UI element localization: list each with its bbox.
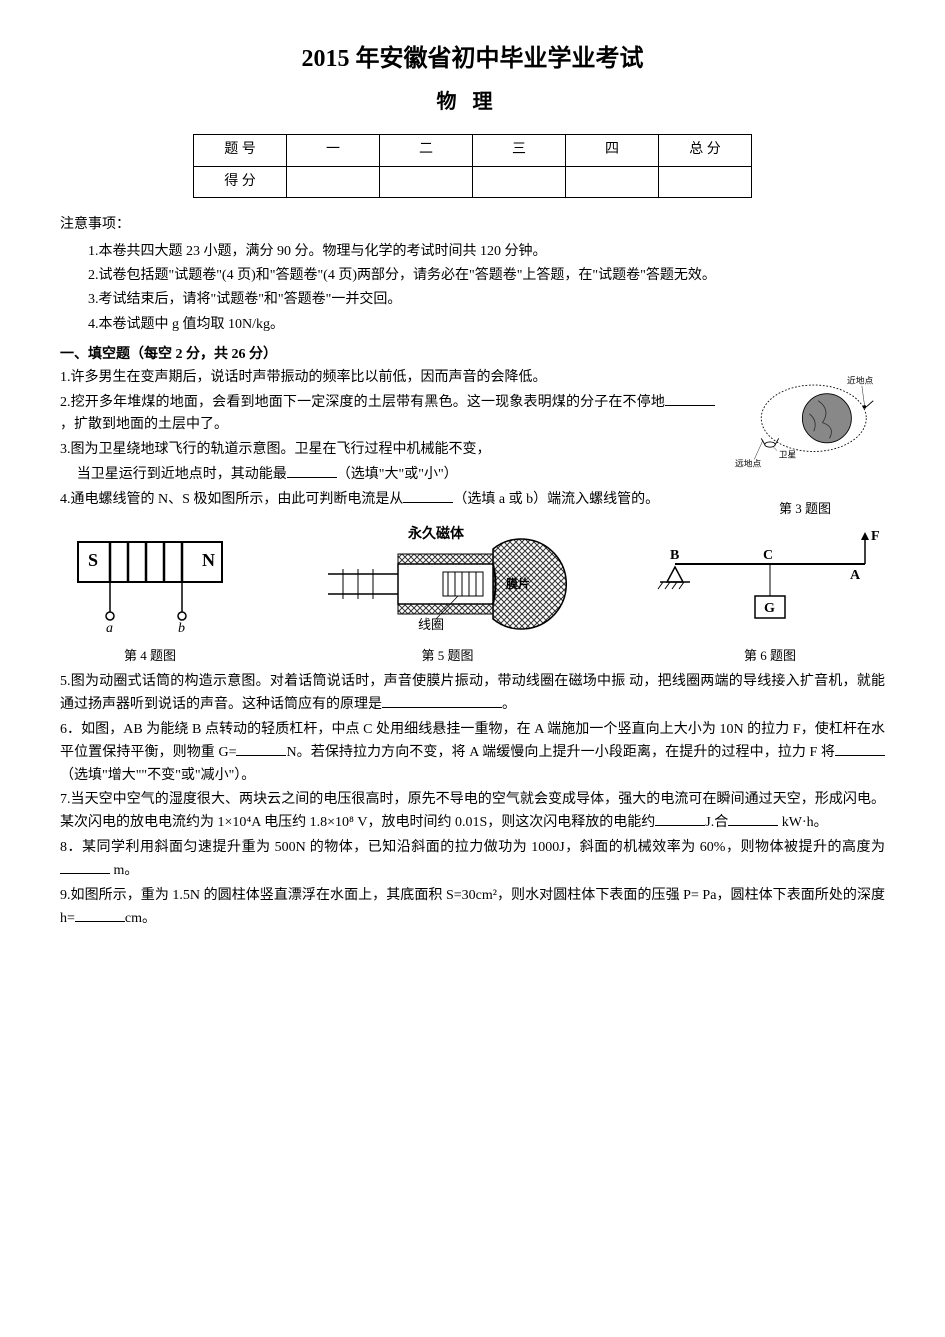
solenoid-diagram: S N a b — [60, 524, 240, 634]
score-cell — [380, 166, 473, 197]
figure-3: 近地点 卫星 远地点 第 3 题图 — [725, 367, 885, 520]
score-table: 题 号 一 二 三 四 总 分 得 分 — [193, 134, 752, 198]
score-cell — [473, 166, 566, 197]
n-pole-label: N — [202, 550, 215, 570]
header-cell: 四 — [566, 135, 659, 166]
q3-text-c: （选填"大"或"小"） — [337, 467, 458, 482]
figure-3-caption: 第 3 题图 — [725, 499, 885, 520]
terminal-a-label: a — [106, 621, 113, 634]
notice-item: 3.考试结束后，请将"试题卷"和"答题卷"一并交回。 — [60, 289, 885, 311]
s-pole-label: S — [88, 550, 98, 570]
q7-text-c: kW·h。 — [778, 815, 827, 830]
question-5: 5.图为动圈式话筒的构造示意图。对着话筒说话时，声音使膜片振动，带动线圈在磁场中… — [60, 671, 885, 717]
header-cell: 二 — [380, 135, 473, 166]
q7-text-b: J.合 — [705, 815, 728, 830]
point-c-label: C — [763, 548, 773, 563]
header-cell: 一 — [287, 135, 380, 166]
notice-item: 1.本卷共四大题 23 小题，满分 90 分。物理与化学的考试时间共 120 分… — [60, 241, 885, 263]
q2-text-a: 2.挖开多年堆煤的地面，会看到地面下一定深度的土层带有黑色。这一现象表明煤的分子… — [60, 395, 665, 410]
section-title: 一、填空题（每空 2 分，共 26 分） — [60, 344, 885, 366]
figure-6-caption: 第 6 题图 — [655, 646, 885, 667]
blank — [287, 463, 337, 478]
question-7: 7.当天空中空气的湿度很大、两块云之间的电压很高时，原先不导电的空气就会变成导体… — [60, 789, 885, 835]
notice-item: 4.本卷试题中 g 值均取 10N/kg。 — [60, 314, 885, 336]
q9-text-a: 9.如图所示，重为 1.5N 的圆柱体竖直漂浮在水面上，其底面积 S=30cm²… — [60, 888, 699, 903]
earth-orbit-diagram: 近地点 卫星 远地点 — [735, 367, 875, 487]
figure-5: 永久磁体 膜片 线圈 第 5 题图 — [318, 524, 578, 667]
q2-text-b: ，扩散到地面的土层中了。 — [60, 417, 228, 432]
header-cell: 总 分 — [659, 135, 752, 166]
table-row: 题 号 一 二 三 四 总 分 — [194, 135, 752, 166]
lever-diagram: B C G A F — [655, 524, 885, 634]
question-8: 8．某同学利用斜面匀速提升重为 500N 的物体，已知沿斜面的拉力做功为 100… — [60, 837, 885, 883]
blank — [728, 811, 778, 826]
coil-label: 线圈 — [418, 617, 444, 632]
score-cell — [659, 166, 752, 197]
magnet-label: 永久磁体 — [407, 525, 465, 542]
question-9: 9.如图所示，重为 1.5N 的圆柱体竖直漂浮在水面上，其底面积 S=30cm²… — [60, 885, 885, 931]
exam-subject: 物理 — [60, 86, 885, 118]
q4-text-a: 4.通电螺线管的 N、S 极如图所示，由此可判断电流是从 — [60, 492, 403, 507]
question-6: 6．如图，AB 为能绕 B 点转动的轻质杠杆，中点 C 处用细线悬挂一重物，在 … — [60, 719, 885, 787]
force-f-label: F — [871, 529, 880, 544]
q5-text-b: 。 — [502, 697, 516, 712]
q8-text-a: 8．某同学利用斜面匀速提升重为 500N 的物体，已知沿斜面的拉力做功为 100… — [60, 840, 885, 855]
satellite-label: 卫星 — [779, 449, 797, 459]
diaphragm-label: 膜片 — [506, 576, 530, 591]
q6-text-c: （选填"增大""不变"或"减小"）。 — [60, 768, 255, 783]
q4-text-b: （选填 a 或 b）端流入螺线管的。 — [453, 492, 659, 507]
q3-text-b: 当卫星运行到近地点时，其动能最 — [77, 467, 287, 482]
near-point-label: 近地点 — [847, 374, 873, 385]
point-a-label: A — [850, 568, 861, 583]
blank — [665, 391, 715, 406]
row-label-cell: 得 分 — [194, 166, 287, 197]
table-row: 得 分 — [194, 166, 752, 197]
score-cell — [566, 166, 659, 197]
terminal-b-label: b — [178, 621, 185, 634]
q8-text-b: m。 — [110, 863, 138, 878]
q6-text-b: N。若保持拉力方向不变，将 A 端缓慢向上提升一小段距离，在提升的过程中，拉力 … — [286, 745, 835, 760]
q9-text-c: cm。 — [125, 911, 156, 926]
point-b-label: B — [670, 548, 679, 563]
blank — [655, 811, 705, 826]
blank — [835, 741, 885, 756]
microphone-diagram: 永久磁体 膜片 线圈 — [318, 524, 578, 634]
weight-g-label: G — [764, 601, 775, 616]
header-cell: 题 号 — [194, 135, 287, 166]
figure-4: S N a b 第 4 题图 — [60, 524, 240, 667]
figure-4-caption: 第 4 题图 — [60, 646, 240, 667]
figures-row: S N a b 第 4 题图 永久磁体 — [60, 524, 885, 667]
blank — [403, 488, 453, 503]
blank — [60, 859, 110, 874]
blank — [382, 693, 502, 708]
blank — [236, 741, 286, 756]
score-cell — [287, 166, 380, 197]
q3-text-a: 3.图为卫星绕地球飞行的轨道示意图。卫星在飞行过程中机械能不变， — [60, 442, 491, 457]
blank — [75, 907, 125, 922]
exam-title: 2015 年安徽省初中毕业学业考试 — [60, 40, 885, 78]
far-point-label: 远地点 — [735, 457, 761, 468]
figure-6: B C G A F 第 6 题图 — [655, 524, 885, 667]
figure-5-caption: 第 5 题图 — [318, 646, 578, 667]
notice-label: 注意事项： — [60, 214, 885, 236]
notice-item: 2.试卷包括题"试题卷"(4 页)和"答题卷"(4 页)两部分，请务必在"答题卷… — [60, 265, 885, 287]
header-cell: 三 — [473, 135, 566, 166]
